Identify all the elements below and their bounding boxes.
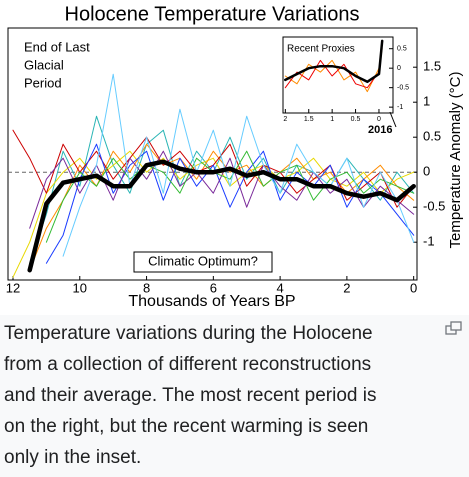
x-axis-label: Thousands of Years BP (128, 293, 295, 310)
y-tick-label: 0.5 (397, 46, 407, 53)
x-tick-label: 1.5 (304, 116, 314, 123)
line-series (12, 150, 415, 278)
caption-line: from a collection of different reconstru… (4, 354, 372, 375)
y-tick-label: 1.5 (423, 59, 441, 74)
line-series (27, 159, 416, 273)
chart: Holocene Temperature Variations Thousand… (6, 3, 464, 310)
y-tick-label: -0.5 (397, 85, 409, 92)
y-axis-label: Temperature Anomaly (°C) (447, 72, 464, 249)
inset-title: Recent Proxies (287, 44, 355, 55)
annotation: End of Last (24, 39, 90, 54)
inset-callout: 2016 (368, 124, 392, 136)
y-tick-label: 0 (423, 164, 430, 179)
y-tick-label: 0.5 (423, 129, 441, 144)
x-tick-label: 1 (330, 116, 334, 123)
callout-arrow (389, 111, 397, 128)
caption-line: on the right, but the recent warming is … (4, 416, 369, 437)
x-tick-label: 10 (73, 280, 87, 295)
x-tick-label: 2 (283, 116, 287, 123)
x-tick-label: 2 (343, 280, 350, 295)
enlarge-icon[interactable] (444, 321, 464, 337)
callout-box (133, 251, 273, 273)
y-tick-label: 1 (423, 94, 430, 109)
x-tick-label: 0.5 (351, 116, 361, 123)
y-tick-label: -0.5 (423, 199, 445, 214)
y-tick-label: -1 (423, 234, 435, 249)
annotation: Glacial (24, 57, 64, 72)
series-group (284, 39, 384, 93)
y-tick-label: 0 (397, 65, 401, 72)
caption-line: and their average. The most recent perio… (4, 385, 377, 406)
series-group (12, 73, 416, 278)
line-series (45, 143, 415, 264)
line-series (284, 40, 383, 89)
x-tick-label: 8 (143, 280, 150, 295)
x-tick-label: 12 (6, 280, 20, 295)
line-series (29, 143, 415, 271)
line-series (284, 39, 384, 84)
caption-line: Temperature variations during the Holoce… (4, 323, 373, 344)
x-tick-label: 6 (210, 280, 217, 295)
chart-title: Holocene Temperature Variations (65, 3, 360, 25)
x-tick-label: 0 (410, 280, 417, 295)
line-series (45, 150, 415, 243)
x-tick-label: 0 (377, 116, 381, 123)
callout: Climatic Optimum? (148, 253, 258, 268)
line-series (62, 73, 415, 257)
x-tick-label: 4 (276, 280, 283, 295)
annotation: Period (24, 75, 62, 90)
caption-line: only in the inset. (4, 447, 142, 468)
y-tick-label: -1 (397, 104, 403, 111)
caption: Temperature variations during the Holoce… (0, 315, 469, 477)
